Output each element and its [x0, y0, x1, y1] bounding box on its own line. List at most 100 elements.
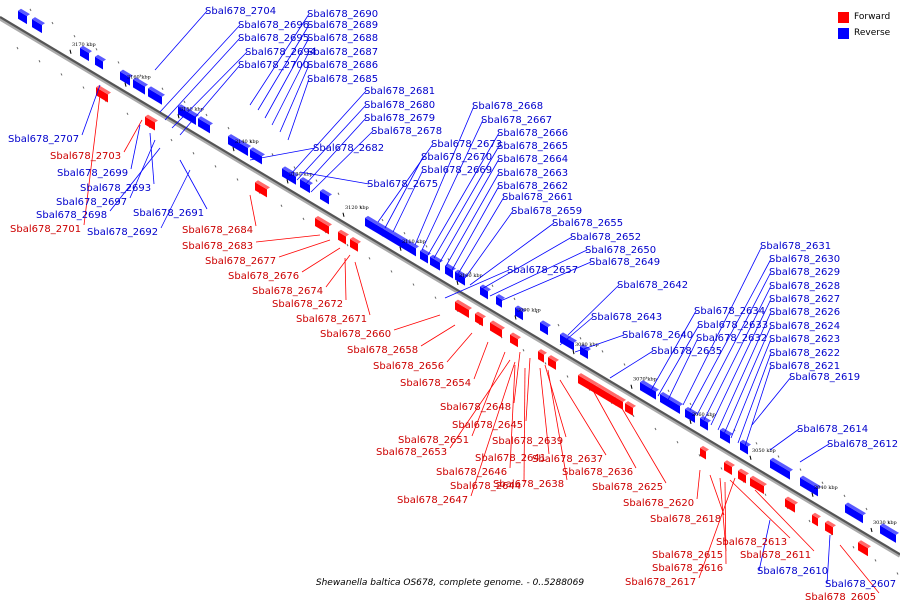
leader-line [171, 51, 248, 129]
gene-label: Sbal678_2628 [769, 281, 840, 292]
leader-line [754, 489, 815, 552]
guide-dot [557, 323, 560, 327]
gene-label: Sbal678_2654 [400, 378, 471, 389]
reverse-gene-top [95, 54, 106, 62]
reverse-gene [420, 250, 428, 264]
reverse-gene [120, 71, 130, 86]
forward-gene [750, 477, 764, 495]
gene-label: Sbal678_2689 [307, 20, 378, 31]
reverse-gene-top [198, 116, 213, 126]
forward-gene [596, 385, 616, 406]
guide-dot [139, 74, 142, 77]
guide-dot [315, 179, 318, 182]
guide-dot [535, 310, 538, 314]
gene-label: Sbal678_2644 [450, 481, 521, 492]
reverse-gene-top [133, 77, 148, 87]
reverse-gene-top [770, 457, 793, 472]
leader-line [574, 334, 625, 353]
gene-label: Sbal678_2679 [364, 113, 435, 124]
gene-label: Sbal678_2671 [296, 314, 367, 325]
leader-line [682, 245, 763, 406]
gene-label: Sbal678_2683 [182, 241, 253, 252]
axis-tick [689, 419, 692, 425]
guide-dot [434, 296, 437, 299]
reverse-gene-top [496, 294, 505, 300]
guide-dot [302, 217, 305, 221]
axis-tick [811, 492, 814, 497]
guide-dot [280, 204, 283, 207]
leader-line [160, 169, 191, 229]
tick-label: 3080 kbp [575, 342, 599, 348]
leader-line [279, 64, 310, 133]
gene-label: Sbal678_2686 [307, 60, 378, 71]
gene-label: Sbal678_2695 [238, 33, 309, 44]
gene-label: Sbal678_2690 [307, 9, 378, 20]
leader-line [414, 105, 475, 246]
tick-label: 3120 kbp [345, 205, 369, 211]
forward-gene [858, 542, 868, 557]
gene-label: Sbal678_2684 [182, 225, 253, 236]
gene-label: Sbal678_2697 [56, 197, 127, 208]
gene-label: Sbal678_2645 [452, 420, 523, 431]
forward-gene-top [858, 540, 871, 549]
guide-dot [689, 402, 692, 406]
gene-label: Sbal678_2633 [697, 320, 768, 331]
gene-label: Sbal678_2650 [585, 245, 656, 256]
leader-line [559, 379, 607, 456]
guide-dot [51, 21, 54, 25]
guide-dot [38, 60, 41, 63]
reverse-gene [250, 149, 262, 165]
gene-label: Sbal678_2673 [431, 139, 502, 150]
guide-dot [425, 245, 428, 248]
reverse-gene [430, 256, 440, 271]
leader-line [657, 324, 700, 397]
reverse-gene-top [685, 406, 698, 415]
gene-label: Sbal678_2642 [617, 280, 688, 291]
leader-line [393, 314, 441, 331]
forward-gene [738, 470, 746, 484]
forward-gene [510, 334, 518, 348]
axis-tick [342, 212, 345, 217]
reverse-gene [700, 417, 708, 431]
leader-line [446, 332, 473, 363]
forward-swatch [838, 11, 849, 23]
reverse-gene-top [455, 269, 468, 278]
forward-gene [455, 301, 469, 318]
leader-line [421, 119, 484, 251]
leader-line [457, 196, 505, 275]
forward-gene-top [625, 401, 636, 408]
reverse-gene-top [480, 284, 491, 292]
guide-dot [491, 284, 494, 287]
reverse-gene-top [250, 147, 265, 157]
guide-dot [447, 258, 450, 261]
guide-dot [236, 178, 239, 181]
gene-label: Sbal678_2639 [492, 436, 563, 447]
guide-dot [60, 73, 63, 76]
gene-label: Sbal678_2682 [313, 143, 384, 154]
reverse-gene [32, 19, 42, 34]
forward-gene [812, 514, 818, 527]
leader-line [544, 364, 567, 438]
axis-tick [177, 114, 180, 119]
axis-tick [572, 349, 575, 355]
guide-dot [566, 375, 569, 378]
leader-line [744, 365, 772, 447]
guide-dot [755, 442, 758, 445]
leader-line [473, 341, 489, 380]
gene-label: Sbal678_2667 [481, 115, 552, 126]
axis-tick [124, 82, 127, 87]
guide-dot [29, 8, 32, 12]
axis-tick [69, 49, 72, 54]
axis-tick [514, 315, 517, 320]
leader-line [384, 156, 424, 229]
reverse-gene-top [120, 69, 133, 78]
gene-label: Sbal678_2616 [652, 563, 723, 574]
leader-line [109, 147, 161, 212]
forward-gene-top [825, 520, 836, 528]
guide-dot [227, 126, 230, 130]
leader-line [703, 285, 772, 421]
forward-gene-top [785, 496, 798, 505]
guide-dot [368, 257, 371, 260]
